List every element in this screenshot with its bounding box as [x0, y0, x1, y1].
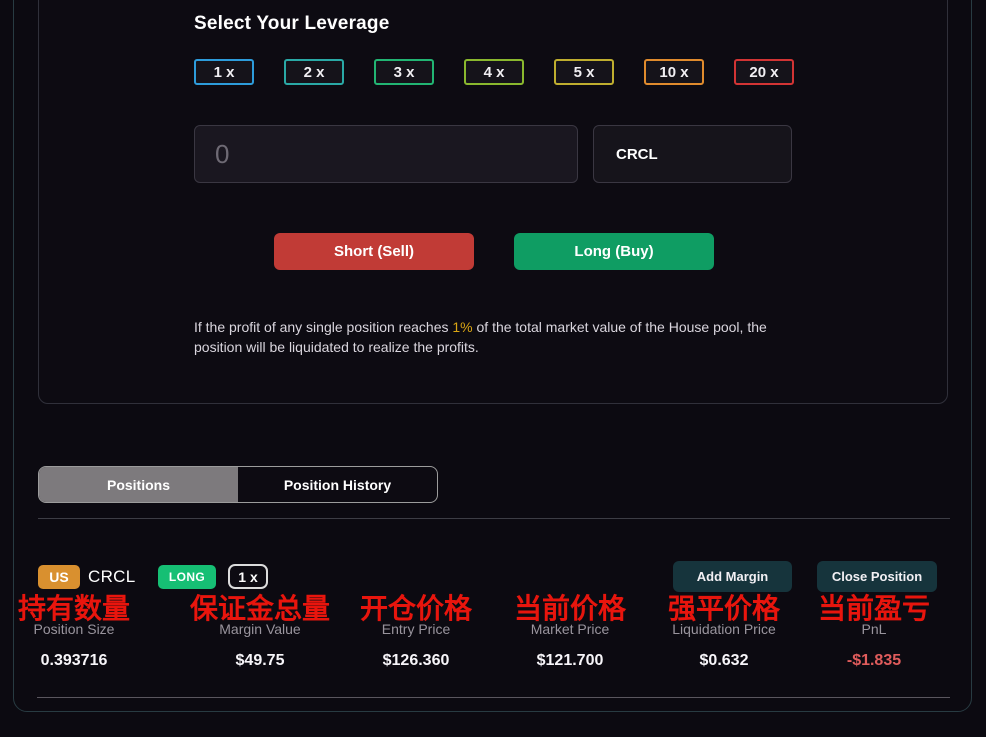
- leverage-option-20x[interactable]: 20 x: [734, 59, 794, 85]
- leverage-section-title: Select Your Leverage: [194, 13, 390, 34]
- entry-price-value: $126.360: [382, 652, 450, 669]
- margin-value-label: Margin Value: [219, 621, 301, 637]
- leverage-badge: 1 x: [228, 564, 268, 589]
- short-sell-button[interactable]: Short (Sell): [274, 233, 474, 270]
- close-position-button[interactable]: Close Position: [817, 561, 937, 592]
- margin-value-value: $49.75: [235, 652, 285, 669]
- tab-position-history[interactable]: Position History: [283, 476, 392, 493]
- liquidation-price-label-zh: 强平价格: [667, 593, 780, 624]
- positions-bottom-divider: [37, 697, 950, 698]
- disclaimer-text-suffix: of the total market value of the House p…: [194, 319, 767, 355]
- liquidation-price-value: $0.632: [699, 652, 749, 669]
- amount-input[interactable]: [194, 125, 578, 183]
- side-badge: LONG: [158, 565, 216, 589]
- pnl-label: PnL: [861, 621, 887, 637]
- trade-card: Select Your Leverage 1 x 2 x 3 x 4 x 5 x…: [38, 0, 948, 404]
- leverage-option-2x[interactable]: 2 x: [284, 59, 344, 85]
- position-size-label: Position Size: [33, 621, 115, 637]
- position-size-label-zh: 持有数量: [17, 593, 130, 624]
- add-margin-button[interactable]: Add Margin: [673, 561, 792, 592]
- asset-symbol-box: CRCL: [593, 125, 792, 183]
- positions-tabs: Positions Position History: [38, 466, 438, 503]
- leverage-option-3x[interactable]: 3 x: [374, 59, 434, 85]
- long-buy-button[interactable]: Long (Buy): [514, 233, 714, 270]
- outer-panel: [13, 0, 972, 712]
- position-symbol: CRCL: [88, 567, 136, 586]
- entry-price-label-zh: 开仓价格: [359, 593, 472, 624]
- disclaimer-text-prefix: If the profit of any single position rea…: [194, 319, 453, 335]
- pnl-value: -$1.835: [846, 652, 902, 669]
- position-row-header: US CRCL LONG 1 x Add Margin Close Positi…: [0, 561, 986, 592]
- leverage-options-row: 1 x 2 x 3 x 4 x 5 x 10 x 20 x: [194, 59, 794, 85]
- market-price-value: $121.700: [536, 652, 604, 669]
- leverage-option-4x[interactable]: 4 x: [464, 59, 524, 85]
- asset-symbol-label: CRCL: [616, 145, 658, 163]
- market-price-label-zh: 当前价格: [513, 593, 626, 624]
- tabs-divider: [38, 518, 950, 519]
- position-size-value: 0.393716: [40, 652, 108, 669]
- disclaimer-percent-highlight: 1%: [452, 319, 473, 335]
- leverage-option-10x[interactable]: 10 x: [644, 59, 704, 85]
- market-price-label: Market Price: [530, 621, 610, 637]
- liquidation-disclaimer: If the profit of any single position rea…: [194, 317, 774, 357]
- country-badge: US: [38, 565, 80, 589]
- margin-value-label-zh: 保证金总量: [189, 593, 330, 624]
- liquidation-price-label: Liquidation Price: [672, 621, 776, 637]
- pnl-label-zh: 当前盈亏: [817, 593, 930, 624]
- entry-price-label: Entry Price: [381, 621, 451, 637]
- tab-positions[interactable]: Positions: [39, 467, 238, 502]
- leverage-option-1x[interactable]: 1 x: [194, 59, 254, 85]
- leverage-option-5x[interactable]: 5 x: [554, 59, 614, 85]
